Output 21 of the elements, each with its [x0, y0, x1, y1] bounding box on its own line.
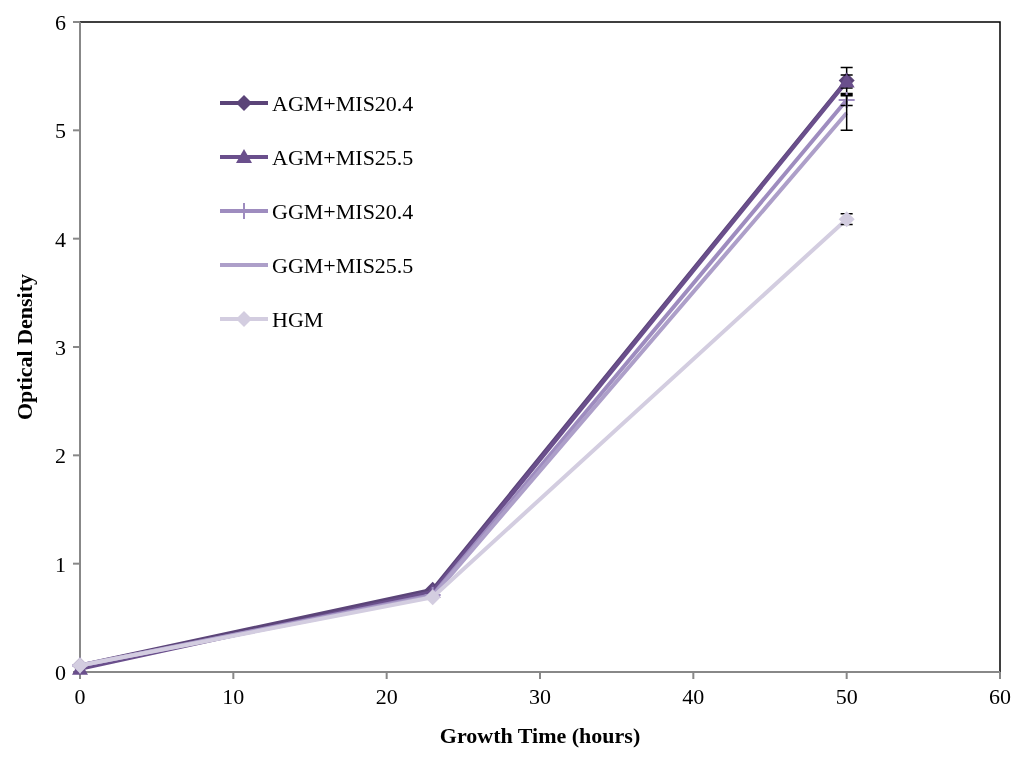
- x-tick-label: 60: [989, 684, 1011, 709]
- legend-label: GGM+MIS25.5: [272, 253, 414, 278]
- x-tick-label: 20: [375, 684, 398, 709]
- x-tick-label: 50: [835, 684, 858, 709]
- legend-label: AGM+MIS20.4: [272, 91, 414, 116]
- y-tick-label: 0: [55, 660, 66, 685]
- x-tick-label: 0: [74, 684, 86, 709]
- x-tick-label: 40: [682, 684, 705, 709]
- y-tick-label: 1: [55, 551, 66, 577]
- x-tick-label: 30: [529, 684, 551, 709]
- y-tick-label: 5: [55, 118, 66, 144]
- y-tick-label: 4: [55, 226, 66, 252]
- y-axis-title: Optical Density: [12, 273, 37, 421]
- legend-label: AGM+MIS25.5: [272, 145, 414, 170]
- x-tick-label: 10: [222, 684, 245, 709]
- legend-label: HGM: [272, 307, 324, 332]
- y-tick-label: 6: [55, 10, 66, 35]
- x-axis-title: Growth Time (hours): [439, 723, 641, 748]
- y-tick-label: 3: [55, 335, 66, 360]
- legend-label: GGM+MIS20.4: [272, 199, 414, 224]
- y-tick-label: 2: [55, 443, 66, 469]
